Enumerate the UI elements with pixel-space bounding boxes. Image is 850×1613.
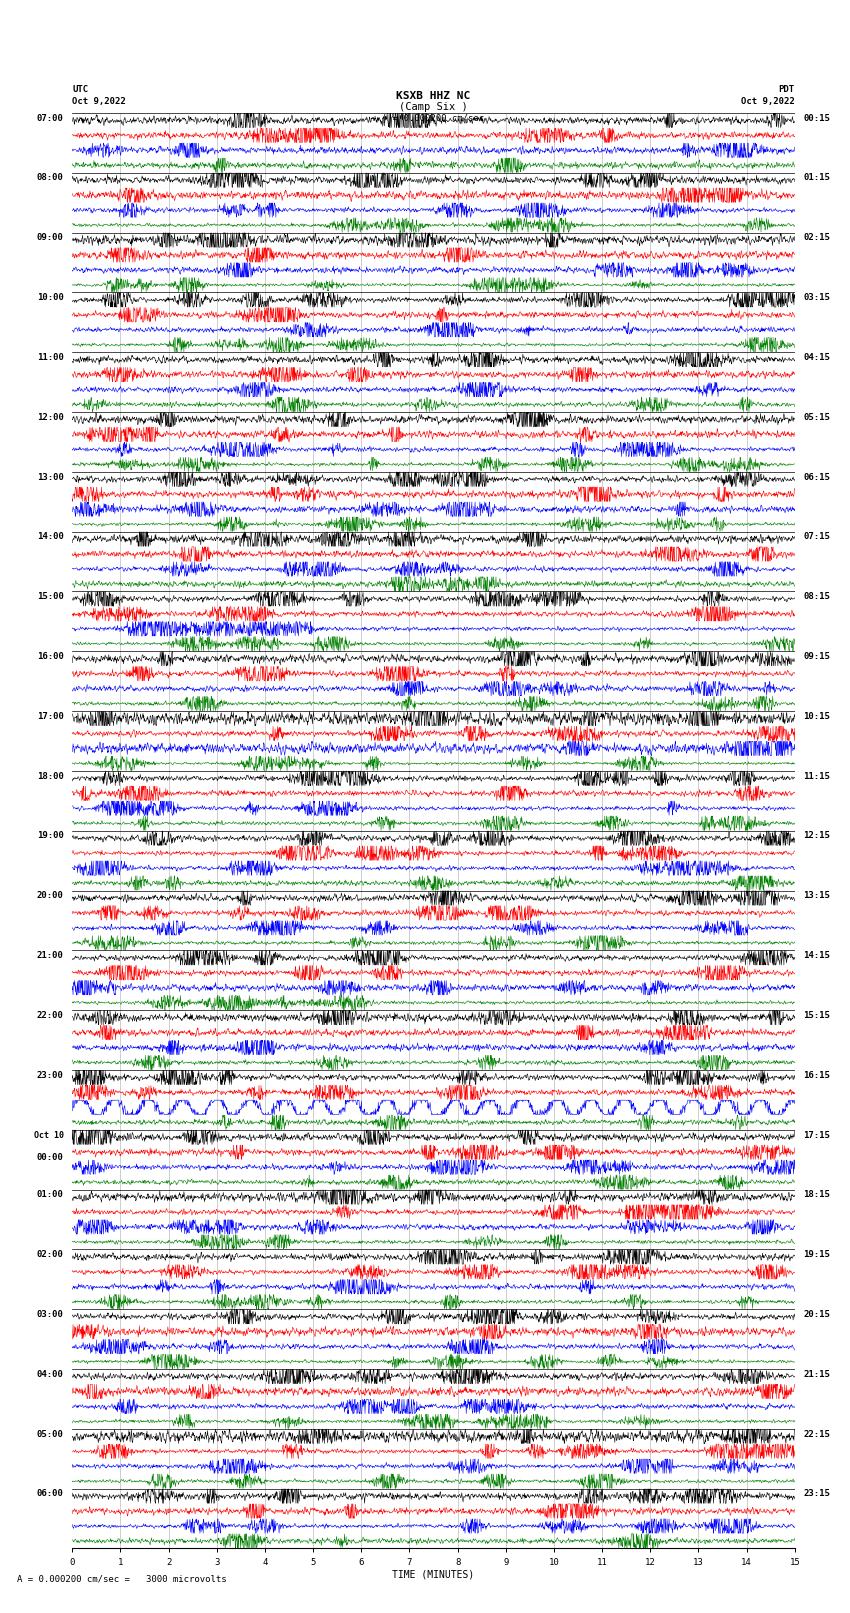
Text: 19:15: 19:15 bbox=[803, 1250, 830, 1260]
Text: 00:15: 00:15 bbox=[803, 113, 830, 123]
Text: 06:00: 06:00 bbox=[37, 1489, 64, 1498]
Text: 10:00: 10:00 bbox=[37, 294, 64, 302]
Text: 03:15: 03:15 bbox=[803, 294, 830, 302]
Text: 00:00: 00:00 bbox=[37, 1153, 64, 1163]
Text: 20:15: 20:15 bbox=[803, 1310, 830, 1319]
Text: 05:00: 05:00 bbox=[37, 1429, 64, 1439]
Text: 17:00: 17:00 bbox=[37, 711, 64, 721]
Text: 12:15: 12:15 bbox=[803, 831, 830, 840]
Text: 15:00: 15:00 bbox=[37, 592, 64, 602]
Text: (Camp Six ): (Camp Six ) bbox=[400, 102, 468, 113]
Text: | = 0.000200 cm/sec: | = 0.000200 cm/sec bbox=[382, 115, 484, 124]
Text: 14:15: 14:15 bbox=[803, 952, 830, 960]
Text: 21:00: 21:00 bbox=[37, 952, 64, 960]
Text: PDT: PDT bbox=[779, 84, 795, 94]
Text: 14:00: 14:00 bbox=[37, 532, 64, 542]
Text: 02:15: 02:15 bbox=[803, 234, 830, 242]
Text: A = 0.000200 cm/sec =   3000 microvolts: A = 0.000200 cm/sec = 3000 microvolts bbox=[17, 1574, 227, 1584]
Text: 05:15: 05:15 bbox=[803, 413, 830, 421]
X-axis label: TIME (MINUTES): TIME (MINUTES) bbox=[393, 1569, 474, 1579]
Text: 07:15: 07:15 bbox=[803, 532, 830, 542]
Text: 13:15: 13:15 bbox=[803, 892, 830, 900]
Text: 19:00: 19:00 bbox=[37, 831, 64, 840]
Text: 17:15: 17:15 bbox=[803, 1131, 830, 1139]
Text: 23:00: 23:00 bbox=[37, 1071, 64, 1079]
Text: UTC: UTC bbox=[72, 84, 88, 94]
Text: 22:00: 22:00 bbox=[37, 1011, 64, 1019]
Text: 03:00: 03:00 bbox=[37, 1310, 64, 1319]
Text: 09:15: 09:15 bbox=[803, 652, 830, 661]
Text: 18:00: 18:00 bbox=[37, 771, 64, 781]
Text: 11:15: 11:15 bbox=[803, 771, 830, 781]
Text: 18:15: 18:15 bbox=[803, 1190, 830, 1200]
Text: 08:00: 08:00 bbox=[37, 174, 64, 182]
Text: 06:15: 06:15 bbox=[803, 473, 830, 482]
Text: 20:00: 20:00 bbox=[37, 892, 64, 900]
Text: Oct 9,2022: Oct 9,2022 bbox=[741, 97, 795, 106]
Text: 22:15: 22:15 bbox=[803, 1429, 830, 1439]
Text: 11:00: 11:00 bbox=[37, 353, 64, 361]
Text: 04:15: 04:15 bbox=[803, 353, 830, 361]
Text: 01:00: 01:00 bbox=[37, 1190, 64, 1200]
Text: 23:15: 23:15 bbox=[803, 1489, 830, 1498]
Text: 02:00: 02:00 bbox=[37, 1250, 64, 1260]
Text: 16:00: 16:00 bbox=[37, 652, 64, 661]
Text: 01:15: 01:15 bbox=[803, 174, 830, 182]
Text: 15:15: 15:15 bbox=[803, 1011, 830, 1019]
Text: KSXB HHZ NC: KSXB HHZ NC bbox=[396, 90, 471, 100]
Text: Oct 10: Oct 10 bbox=[34, 1131, 64, 1139]
Text: Oct 9,2022: Oct 9,2022 bbox=[72, 97, 126, 106]
Text: 13:00: 13:00 bbox=[37, 473, 64, 482]
Text: 07:00: 07:00 bbox=[37, 113, 64, 123]
Text: 16:15: 16:15 bbox=[803, 1071, 830, 1079]
Text: 04:00: 04:00 bbox=[37, 1369, 64, 1379]
Text: 09:00: 09:00 bbox=[37, 234, 64, 242]
Text: 10:15: 10:15 bbox=[803, 711, 830, 721]
Text: 21:15: 21:15 bbox=[803, 1369, 830, 1379]
Text: 08:15: 08:15 bbox=[803, 592, 830, 602]
Text: 12:00: 12:00 bbox=[37, 413, 64, 421]
